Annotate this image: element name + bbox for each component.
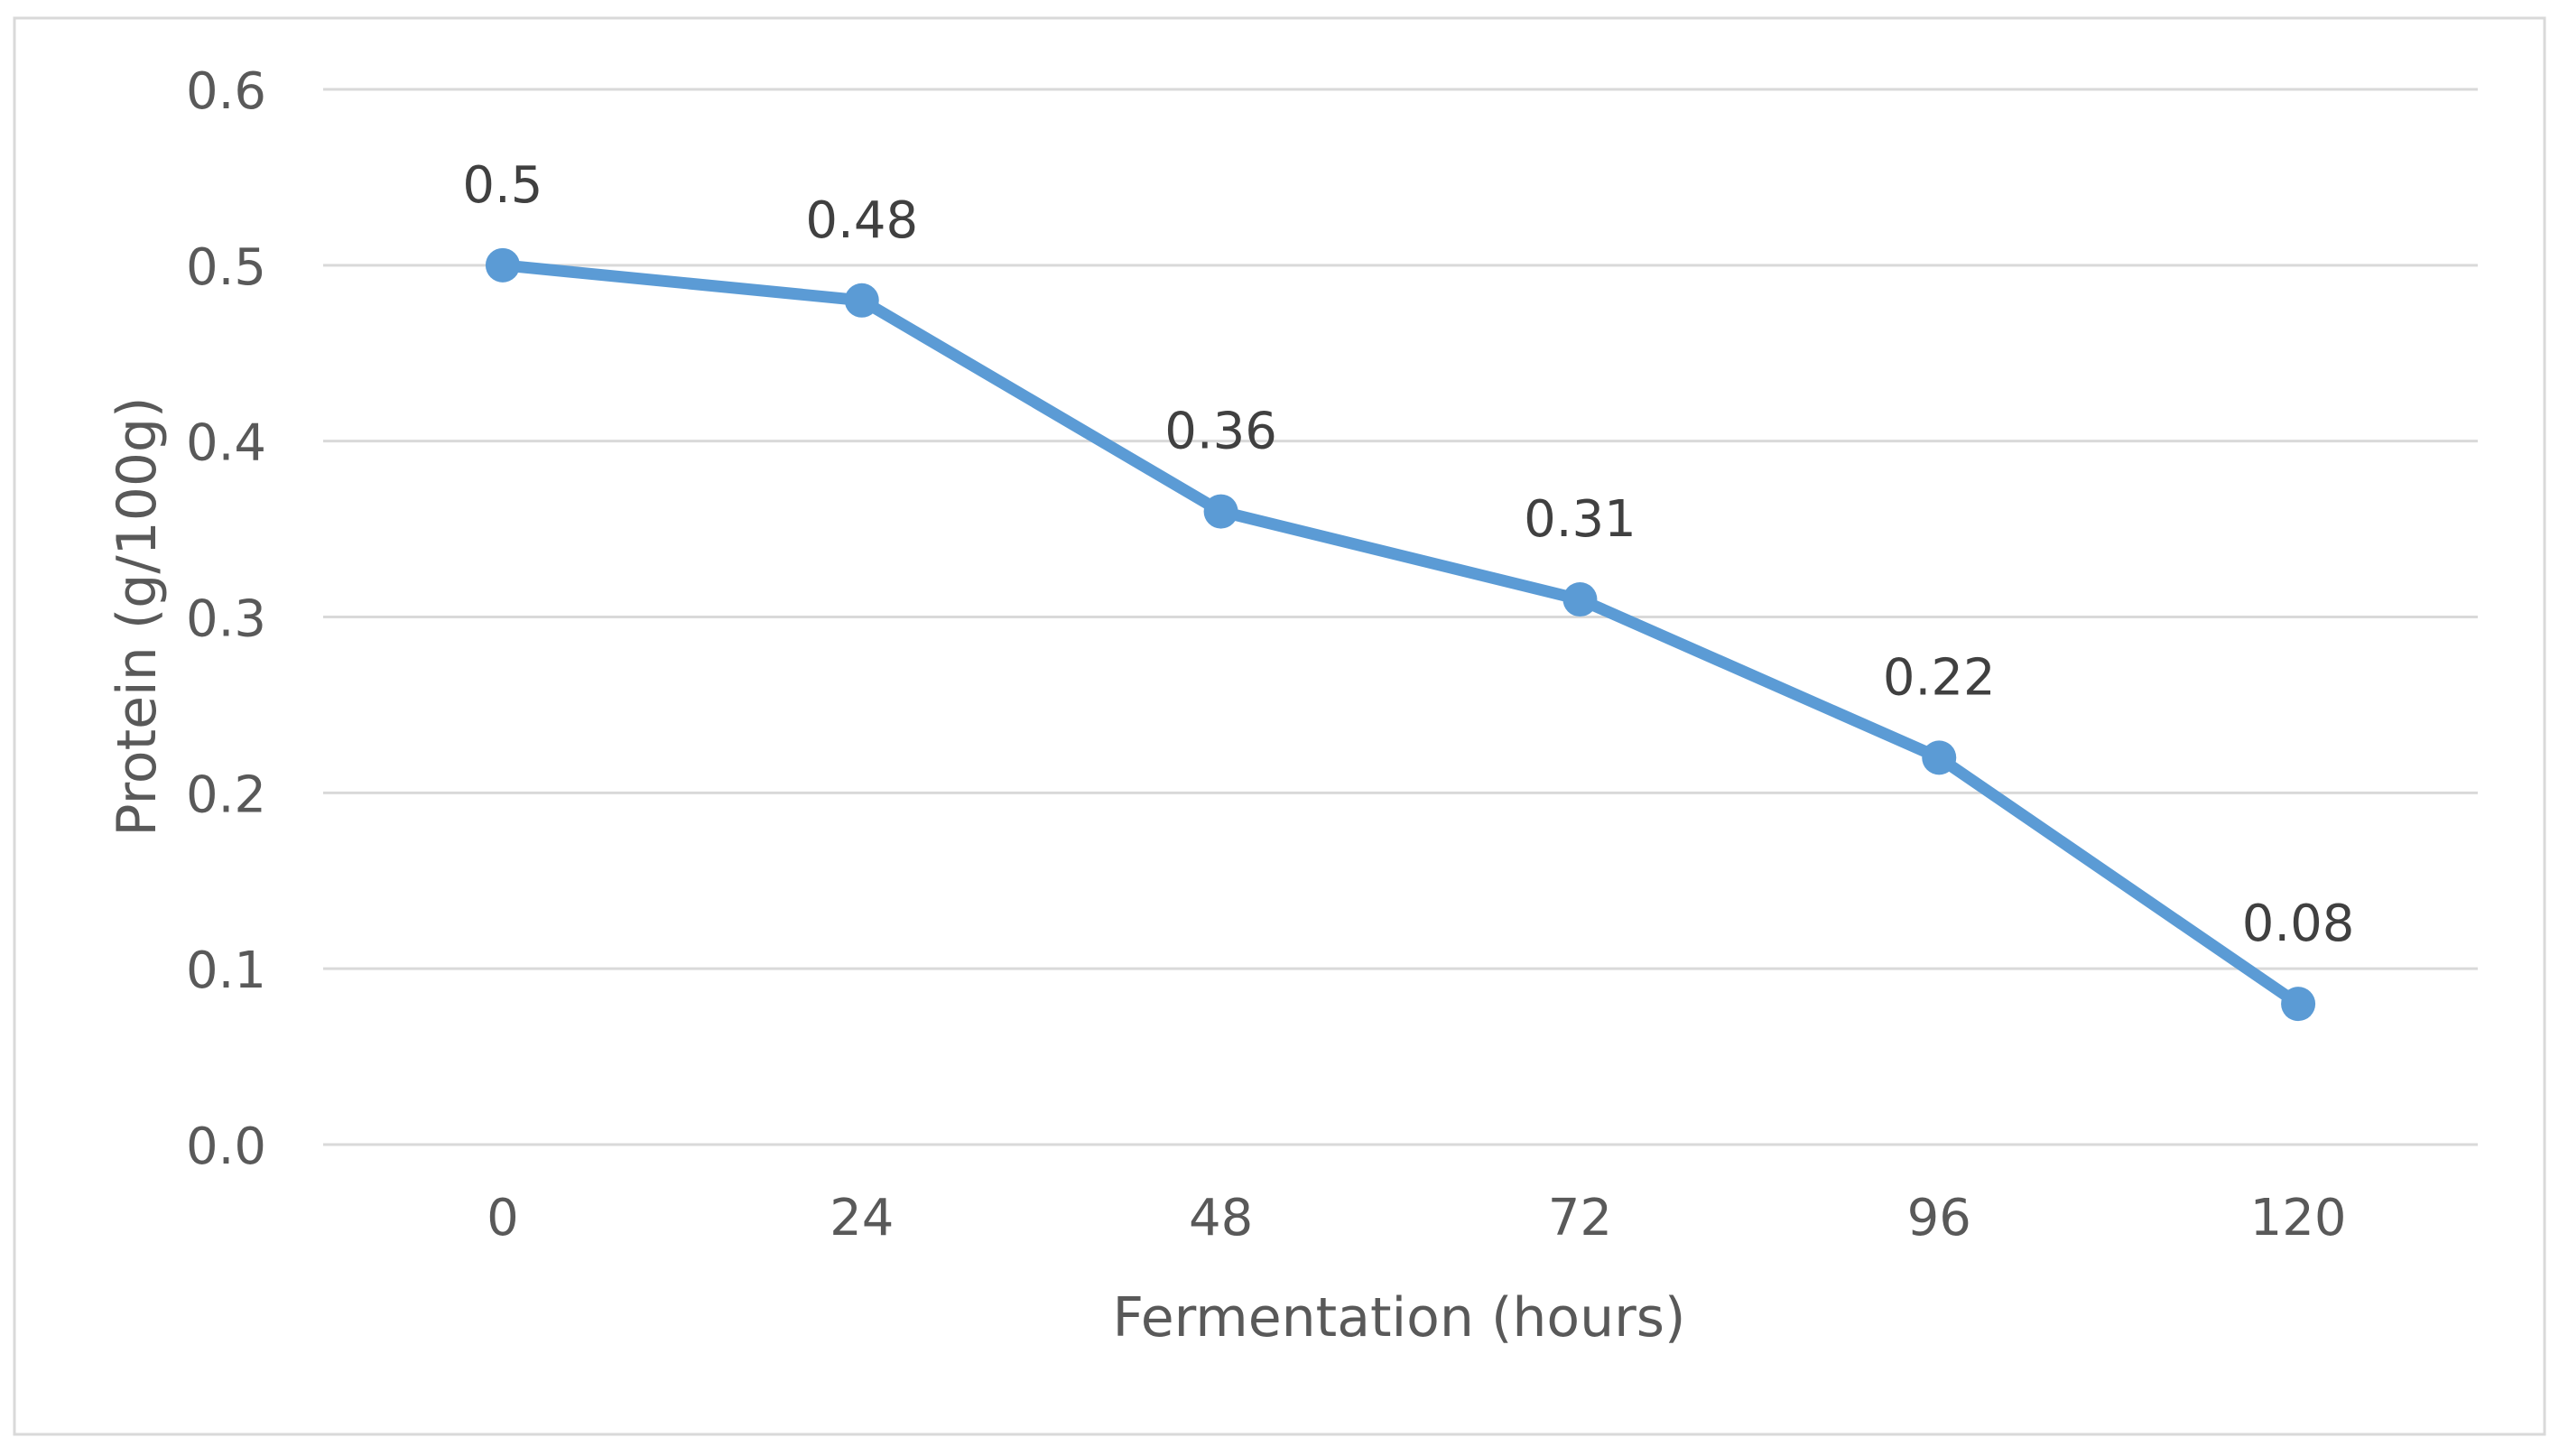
data-label: 0.31 <box>1524 490 1636 549</box>
x-tick-label: 72 <box>1548 1189 1612 1247</box>
x-tick-label: 0 <box>487 1189 519 1247</box>
y-tick-label: 0.5 <box>186 238 266 297</box>
y-axis-ticks: 0.0 0.1 0.2 0.3 0.4 0.5 0.6 <box>186 62 266 1176</box>
x-tick-label: 96 <box>1907 1189 1971 1247</box>
data-label: 0.22 <box>1883 648 1996 707</box>
series-line <box>496 259 2304 1010</box>
y-tick-label: 0.1 <box>186 941 266 1000</box>
x-tick-label: 24 <box>830 1189 894 1247</box>
y-tick-label: 0.4 <box>186 414 266 473</box>
y-tick-label: 0.3 <box>186 590 266 649</box>
y-axis-title: Protein (g/100g) <box>106 396 169 836</box>
data-label: 0.08 <box>2242 895 2355 953</box>
data-label: 0.5 <box>462 156 542 215</box>
data-labels: 0.5 0.48 0.36 0.31 0.22 0.08 <box>462 156 2354 953</box>
x-axis-ticks: 0 24 48 72 96 120 <box>487 1189 2346 1247</box>
series-protein <box>485 247 2316 1022</box>
gridlines <box>323 88 2478 1146</box>
x-axis-title: Fermentation (hours) <box>1113 1286 1686 1349</box>
data-point <box>485 247 520 283</box>
y-tick-label: 0.6 <box>186 62 266 121</box>
chart-border <box>13 16 2546 1436</box>
data-point <box>1922 740 1957 775</box>
data-label: 0.36 <box>1164 403 1277 461</box>
y-tick-label: 0.0 <box>186 1118 266 1176</box>
data-point <box>1203 494 1238 529</box>
data-point <box>2281 987 2316 1022</box>
x-tick-label: 48 <box>1189 1189 1253 1247</box>
data-point <box>1562 582 1598 617</box>
x-tick-label: 120 <box>2250 1189 2347 1247</box>
y-tick-label: 0.2 <box>186 765 266 824</box>
data-label: 0.48 <box>805 191 918 250</box>
data-point <box>844 283 879 318</box>
